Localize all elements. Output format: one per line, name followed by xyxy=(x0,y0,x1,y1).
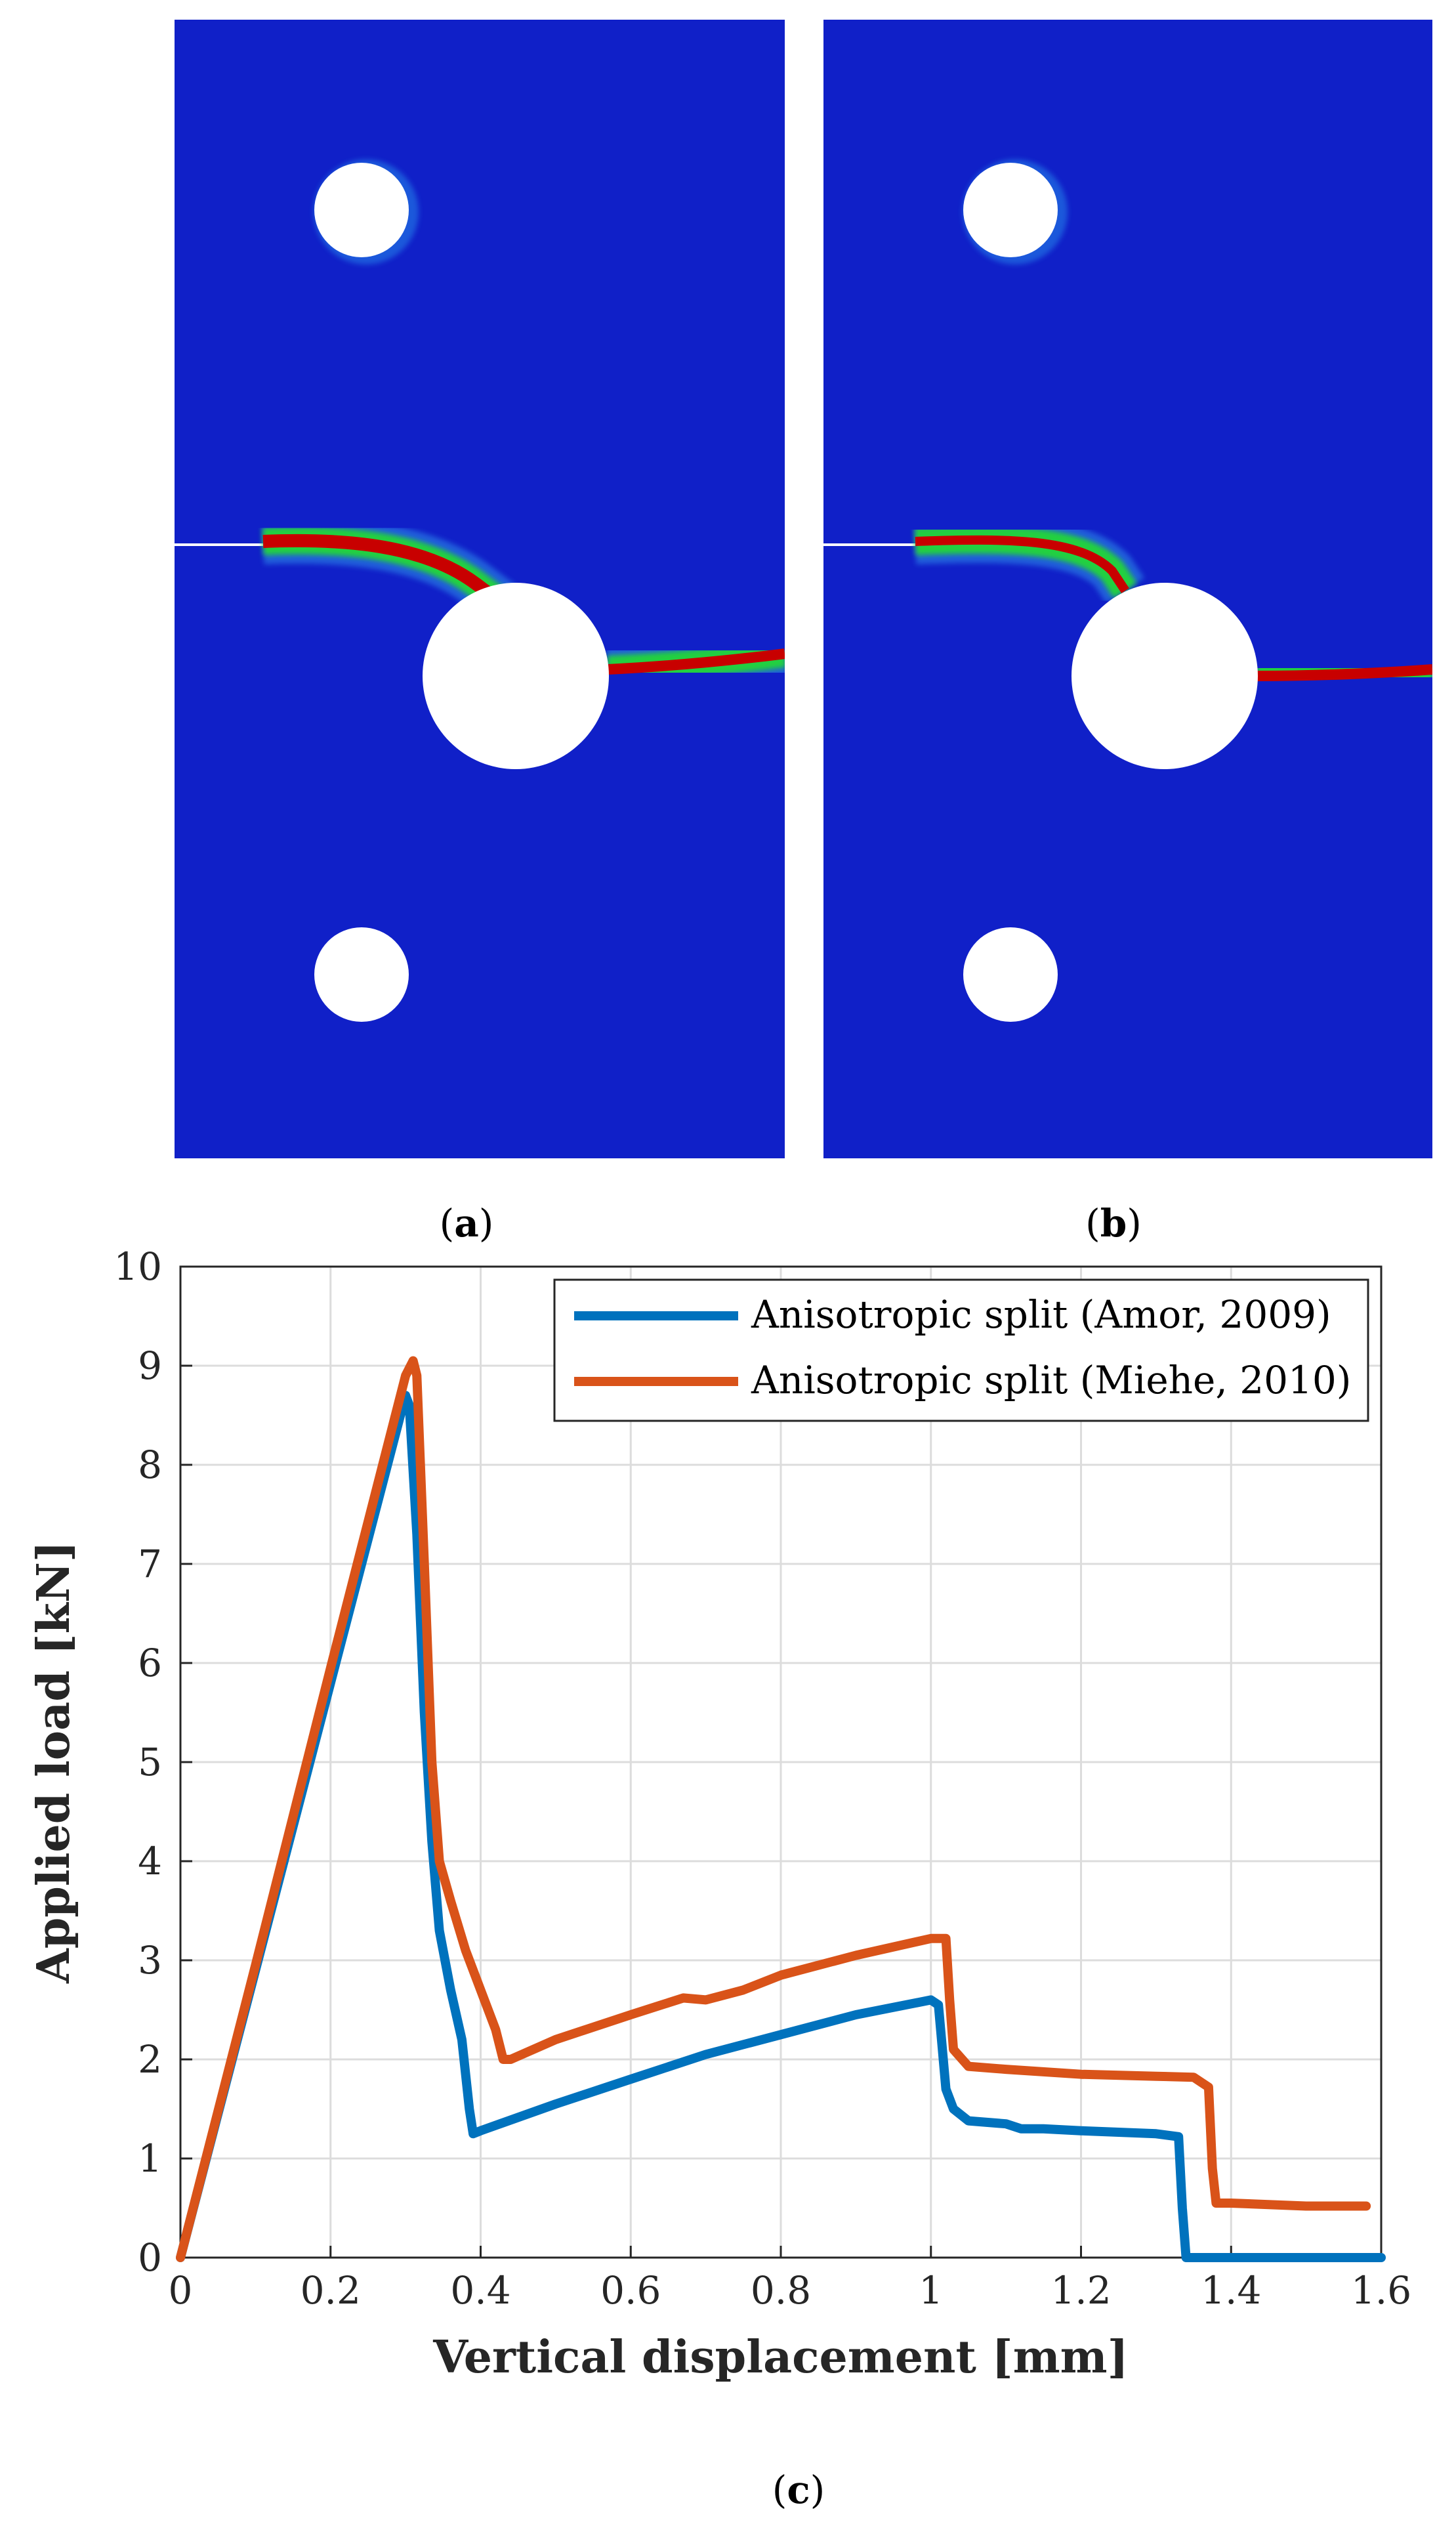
x-tick-label: 1.4 xyxy=(1201,2268,1261,2313)
top-hole xyxy=(314,163,409,257)
series-line-miehe xyxy=(180,1361,1366,2258)
x-tick-label: 1.2 xyxy=(1050,2268,1111,2313)
y-tick-label: 1 xyxy=(138,2136,162,2181)
caption-c: (c) xyxy=(733,2468,864,2512)
center-hole xyxy=(423,583,609,769)
legend: Anisotropic split (Amor, 2009) Anisotrop… xyxy=(554,1280,1368,1421)
x-tick-label: 0.4 xyxy=(450,2268,510,2313)
legend-label-miehe: Anisotropic split (Miehe, 2010) xyxy=(751,1358,1351,1402)
y-tick-label: 0 xyxy=(138,2235,162,2280)
y-tick-label: 8 xyxy=(138,1442,162,1487)
phase-field-panel-b xyxy=(823,20,1432,1158)
x-tick-label: 1.6 xyxy=(1351,2268,1411,2313)
x-axis-label: Vertical displacement [mm] xyxy=(432,2331,1129,2384)
y-tick-label: 9 xyxy=(138,1343,162,1388)
x-tick-label: 0 xyxy=(169,2268,193,2313)
y-tick-label: 5 xyxy=(138,1740,162,1784)
phase-field-panel-a xyxy=(175,20,785,1158)
y-tick-label: 3 xyxy=(138,1938,162,1983)
x-tick-label: 1 xyxy=(919,2268,943,2313)
top-hole xyxy=(963,163,1058,257)
x-tick-label: 0.6 xyxy=(600,2268,661,2313)
bottom-hole xyxy=(314,927,409,1022)
y-axis-label: Applied load [kN] xyxy=(28,1541,80,1984)
x-tick-label: 0.2 xyxy=(301,2268,361,2313)
bottom-hole xyxy=(963,927,1058,1022)
center-hole xyxy=(1071,583,1258,769)
y-tick-label: 6 xyxy=(138,1641,162,1685)
load-displacement-chart: 0 0.2 0.4 0.6 0.8 1 1.2 1.4 1.6 0 1 2 3 4 5 6 7 8 9 10 Vert… xyxy=(0,1234,1456,2454)
y-tick-label: 7 xyxy=(138,1542,162,1586)
y-tick-label: 2 xyxy=(138,2037,162,2082)
field-background xyxy=(823,20,1432,1158)
y-tick-label: 4 xyxy=(138,1839,162,1884)
y-tick-label: 10 xyxy=(114,1244,162,1289)
legend-label-amor: Anisotropic split (Amor, 2009) xyxy=(751,1292,1331,1337)
x-tick-label: 0.8 xyxy=(751,2268,811,2313)
